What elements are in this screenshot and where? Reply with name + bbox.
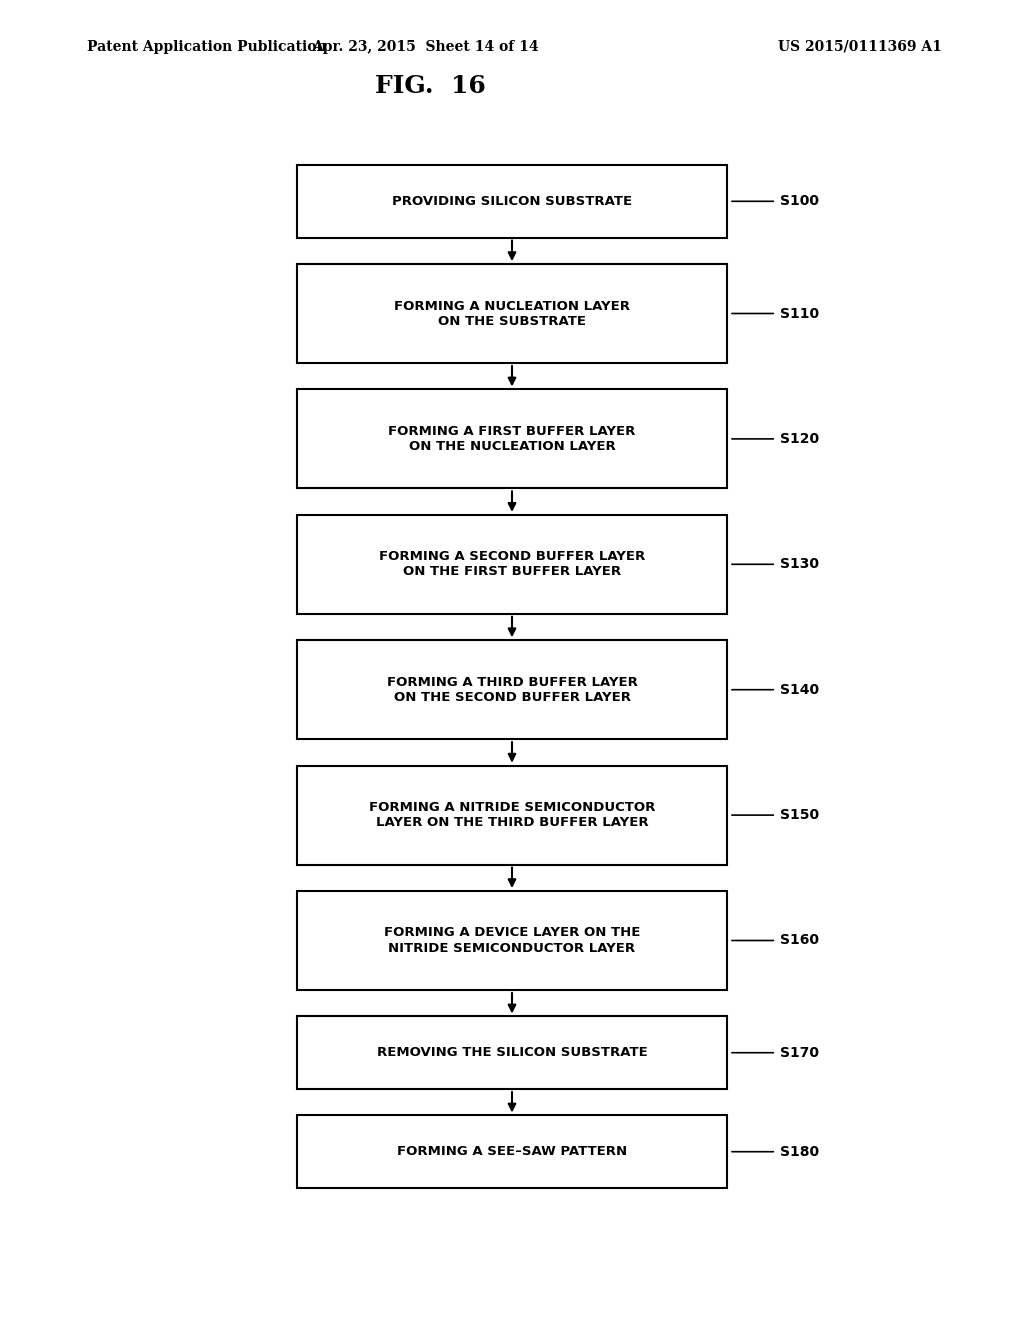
Text: S140: S140 [780, 682, 819, 697]
Text: FIG.  16: FIG. 16 [375, 74, 485, 98]
FancyBboxPatch shape [297, 891, 727, 990]
FancyBboxPatch shape [297, 640, 727, 739]
Text: Apr. 23, 2015  Sheet 14 of 14: Apr. 23, 2015 Sheet 14 of 14 [311, 40, 539, 54]
Text: FORMING A FIRST BUFFER LAYER
ON THE NUCLEATION LAYER: FORMING A FIRST BUFFER LAYER ON THE NUCL… [388, 425, 636, 453]
FancyBboxPatch shape [297, 766, 727, 865]
FancyBboxPatch shape [297, 264, 727, 363]
Text: S100: S100 [780, 194, 819, 209]
FancyBboxPatch shape [297, 1016, 727, 1089]
Text: FORMING A SEE–SAW PATTERN: FORMING A SEE–SAW PATTERN [397, 1146, 627, 1158]
Text: Patent Application Publication: Patent Application Publication [87, 40, 327, 54]
Text: S120: S120 [780, 432, 819, 446]
Text: FORMING A NUCLEATION LAYER
ON THE SUBSTRATE: FORMING A NUCLEATION LAYER ON THE SUBSTR… [394, 300, 630, 327]
FancyBboxPatch shape [297, 515, 727, 614]
Text: FORMING A THIRD BUFFER LAYER
ON THE SECOND BUFFER LAYER: FORMING A THIRD BUFFER LAYER ON THE SECO… [387, 676, 637, 704]
Text: S160: S160 [780, 933, 819, 948]
Text: FORMING A DEVICE LAYER ON THE
NITRIDE SEMICONDUCTOR LAYER: FORMING A DEVICE LAYER ON THE NITRIDE SE… [384, 927, 640, 954]
FancyBboxPatch shape [297, 389, 727, 488]
FancyBboxPatch shape [297, 165, 727, 238]
Text: S150: S150 [780, 808, 819, 822]
Text: FORMING A NITRIDE SEMICONDUCTOR
LAYER ON THE THIRD BUFFER LAYER: FORMING A NITRIDE SEMICONDUCTOR LAYER ON… [369, 801, 655, 829]
Text: REMOVING THE SILICON SUBSTRATE: REMOVING THE SILICON SUBSTRATE [377, 1047, 647, 1059]
FancyBboxPatch shape [297, 1115, 727, 1188]
Text: S130: S130 [780, 557, 819, 572]
Text: FORMING A SECOND BUFFER LAYER
ON THE FIRST BUFFER LAYER: FORMING A SECOND BUFFER LAYER ON THE FIR… [379, 550, 645, 578]
Text: S180: S180 [780, 1144, 819, 1159]
Text: US 2015/0111369 A1: US 2015/0111369 A1 [778, 40, 942, 54]
Text: S170: S170 [780, 1045, 819, 1060]
Text: S110: S110 [780, 306, 819, 321]
Text: PROVIDING SILICON SUBSTRATE: PROVIDING SILICON SUBSTRATE [392, 195, 632, 207]
